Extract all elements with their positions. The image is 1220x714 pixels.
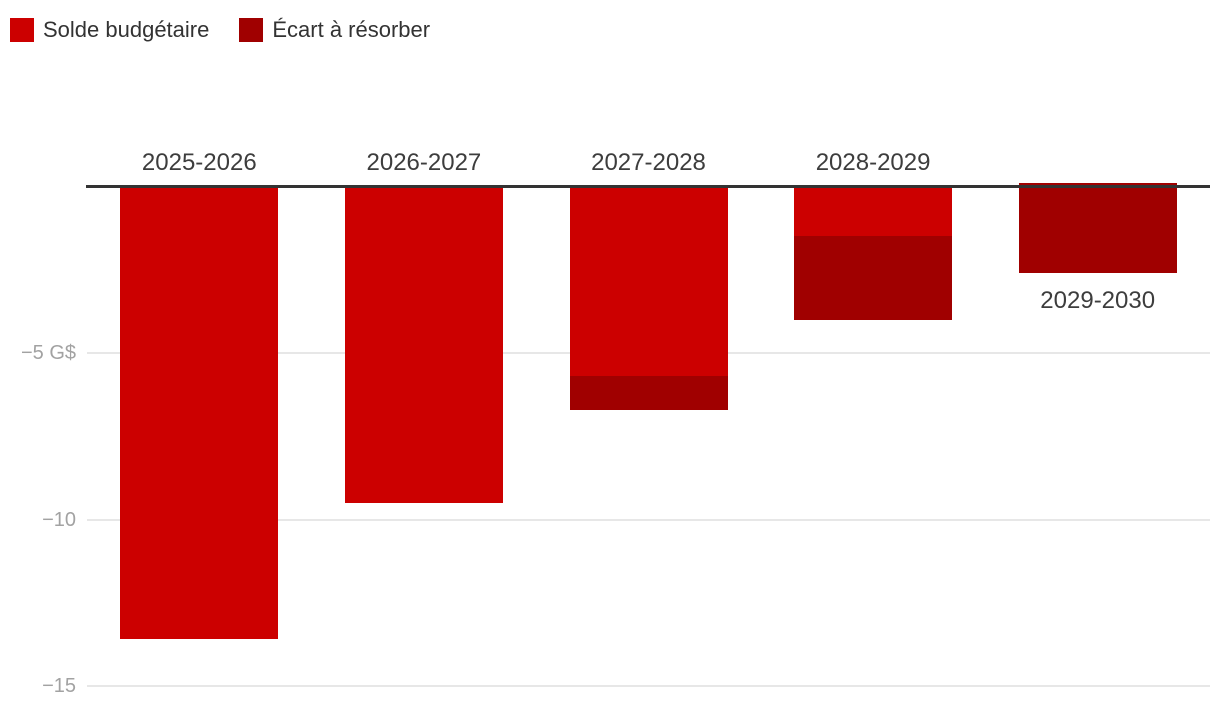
bar-solde-2027-2028[interactable]: [569, 186, 728, 377]
gridline--10: [87, 518, 1210, 521]
category-label-2029-2030: 2029-2030: [1040, 287, 1156, 315]
category-label-2026-2027: 2026-2027: [366, 148, 482, 176]
bar-solde-2028-2029[interactable]: [794, 186, 953, 237]
y-axis-tick-label--5: −5 G$: [20, 342, 76, 364]
category-label-2028-2029: 2028-2029: [815, 148, 931, 176]
legend-swatch-ecart-icon: [239, 18, 264, 42]
legend-item-ecart-a-resorber[interactable]: Écart à résorber: [239, 17, 430, 43]
bar-ecart-2029-2030[interactable]: [1018, 183, 1177, 274]
legend-label-solde: Solde budgétaire: [43, 17, 210, 42]
y-axis-tick-label--15: −15: [42, 675, 76, 697]
y-axis-tick-label--10: −10: [42, 508, 76, 531]
legend-label-ecart: Écart à résorber: [272, 17, 431, 42]
legend-swatch-solde-icon: [10, 18, 34, 42]
bar-solde-2026-2027[interactable]: [344, 186, 503, 503]
legend-item-solde-budgetaire[interactable]: Solde budgétaire: [10, 17, 209, 43]
category-label-2027-2028: 2027-2028: [591, 148, 706, 176]
zero-axis-line: [86, 185, 1210, 188]
gridline--15: [87, 685, 1210, 687]
bar-solde-2025-2026[interactable]: [120, 186, 279, 640]
category-label-2025-2026: 2025-2026: [141, 148, 257, 176]
bar-ecart-2028-2029[interactable]: [794, 236, 953, 320]
legend: Solde budgétaire Écart à résorber: [10, 17, 430, 43]
bar-ecart-2027-2028[interactable]: [569, 376, 728, 410]
